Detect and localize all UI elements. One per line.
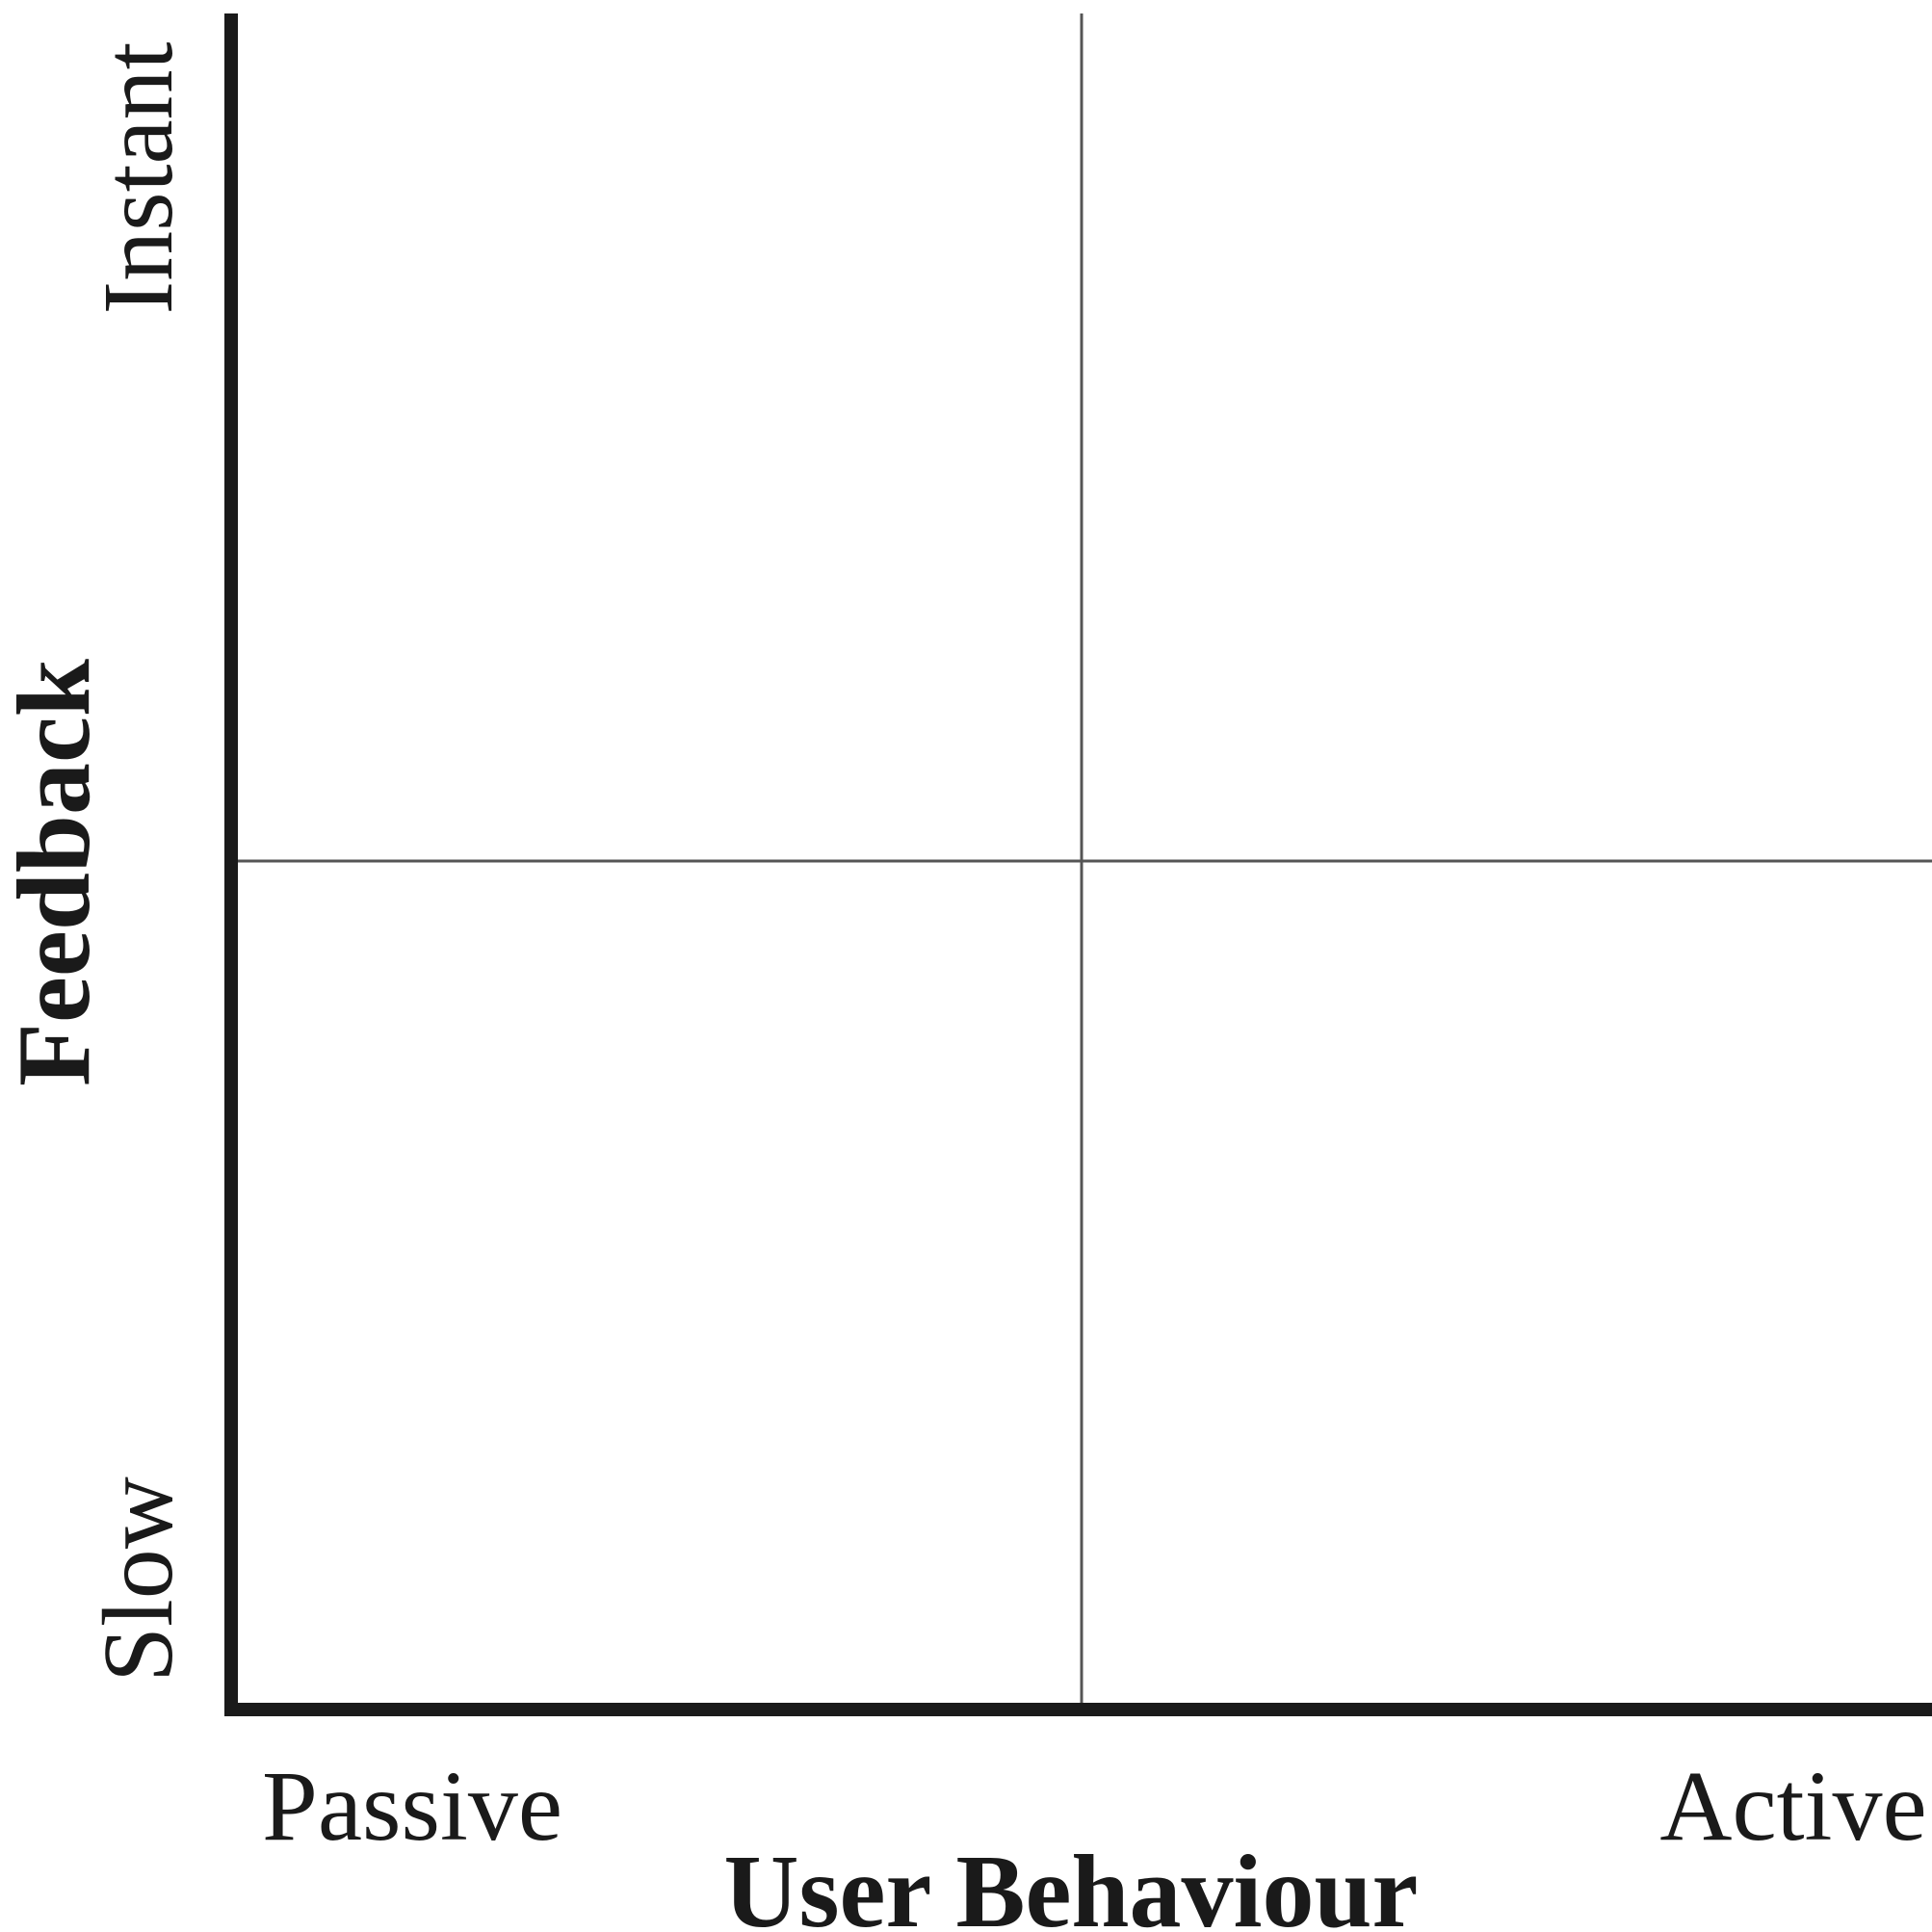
y-axis-high-label: Instant	[83, 41, 194, 314]
x-axis-title: User Behaviour	[724, 1835, 1419, 1932]
y-axis-title: Feedback	[0, 659, 112, 1086]
y-axis-low-label: Slow	[83, 1476, 194, 1683]
x-axis-high-label: Active	[1659, 1751, 1926, 1862]
x-axis-low-label: Passive	[262, 1751, 562, 1862]
